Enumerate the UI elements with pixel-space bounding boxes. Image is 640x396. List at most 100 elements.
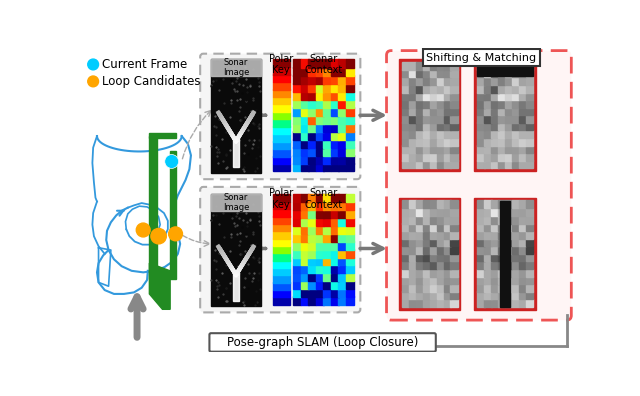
Bar xyxy=(526,261,533,269)
Bar xyxy=(323,242,332,249)
Bar xyxy=(512,77,519,85)
Bar xyxy=(444,115,451,123)
Bar xyxy=(331,249,339,257)
Bar xyxy=(436,238,444,246)
Bar xyxy=(451,291,458,299)
Bar xyxy=(422,246,430,254)
Bar xyxy=(308,226,316,234)
Bar xyxy=(323,265,332,273)
Bar xyxy=(505,231,513,239)
Bar xyxy=(273,289,289,297)
Bar xyxy=(444,122,451,130)
Circle shape xyxy=(151,228,166,244)
Bar xyxy=(429,92,437,100)
Bar xyxy=(416,138,423,146)
Bar xyxy=(308,147,316,156)
Bar xyxy=(519,268,526,277)
Bar xyxy=(498,84,506,93)
Bar xyxy=(273,224,289,231)
Bar xyxy=(323,163,332,171)
Bar xyxy=(308,210,316,218)
Bar xyxy=(402,223,409,231)
Bar xyxy=(492,208,499,216)
Bar xyxy=(402,92,409,100)
Bar xyxy=(498,246,506,254)
Bar xyxy=(477,246,484,254)
Bar xyxy=(498,215,506,223)
Bar xyxy=(273,67,289,75)
Bar xyxy=(436,246,444,254)
Bar xyxy=(474,59,536,171)
Bar xyxy=(273,82,289,89)
Bar xyxy=(346,234,354,242)
Bar xyxy=(346,91,354,100)
Bar xyxy=(477,268,484,277)
Bar xyxy=(273,202,289,209)
Bar xyxy=(505,284,513,292)
Bar xyxy=(409,92,416,100)
Bar xyxy=(498,284,506,292)
Bar xyxy=(526,291,533,299)
Bar xyxy=(402,138,409,146)
Bar xyxy=(429,291,437,299)
Bar xyxy=(477,284,484,292)
Bar xyxy=(409,268,416,277)
Bar xyxy=(409,100,416,108)
Bar xyxy=(477,69,484,77)
Bar xyxy=(331,210,339,218)
Bar xyxy=(436,115,444,123)
Bar xyxy=(331,107,339,116)
Bar xyxy=(444,291,451,299)
Bar xyxy=(316,115,324,124)
Bar xyxy=(422,153,430,161)
Bar xyxy=(301,147,308,156)
Bar xyxy=(409,160,416,168)
Bar xyxy=(477,77,484,85)
Bar xyxy=(293,59,301,68)
Bar xyxy=(416,115,423,123)
Bar xyxy=(331,91,339,100)
Bar xyxy=(331,75,339,84)
Bar xyxy=(416,92,423,100)
Bar xyxy=(273,156,289,164)
Bar xyxy=(409,153,416,161)
Bar xyxy=(512,62,519,70)
Bar xyxy=(293,249,301,257)
Bar xyxy=(474,198,536,310)
Bar xyxy=(301,297,308,305)
Bar xyxy=(422,261,430,269)
Bar xyxy=(293,91,301,100)
Bar xyxy=(346,84,354,92)
Bar xyxy=(301,139,308,148)
Bar xyxy=(436,284,444,292)
Bar xyxy=(505,84,513,93)
Bar xyxy=(331,67,339,76)
Bar xyxy=(484,253,492,261)
Bar xyxy=(301,281,308,289)
Bar xyxy=(436,200,444,208)
Bar xyxy=(451,69,458,77)
Bar xyxy=(316,131,324,139)
Bar xyxy=(273,134,289,142)
Bar xyxy=(293,123,301,131)
Bar xyxy=(416,69,423,77)
Bar xyxy=(429,77,437,85)
Bar xyxy=(323,289,332,297)
Bar xyxy=(444,160,451,168)
Bar xyxy=(331,99,339,108)
Bar xyxy=(436,62,444,70)
Bar xyxy=(293,202,301,210)
Bar xyxy=(436,153,444,161)
Bar xyxy=(444,253,451,261)
Bar xyxy=(339,265,346,273)
Bar xyxy=(505,69,513,77)
Bar xyxy=(346,273,354,281)
Bar xyxy=(498,276,506,284)
Bar xyxy=(477,107,484,115)
Text: Pose-graph SLAM (Loop Closure): Pose-graph SLAM (Loop Closure) xyxy=(227,336,419,349)
Bar xyxy=(429,160,437,168)
Bar xyxy=(498,62,506,70)
Bar xyxy=(416,62,423,70)
Bar xyxy=(331,234,339,242)
Bar xyxy=(451,215,458,223)
